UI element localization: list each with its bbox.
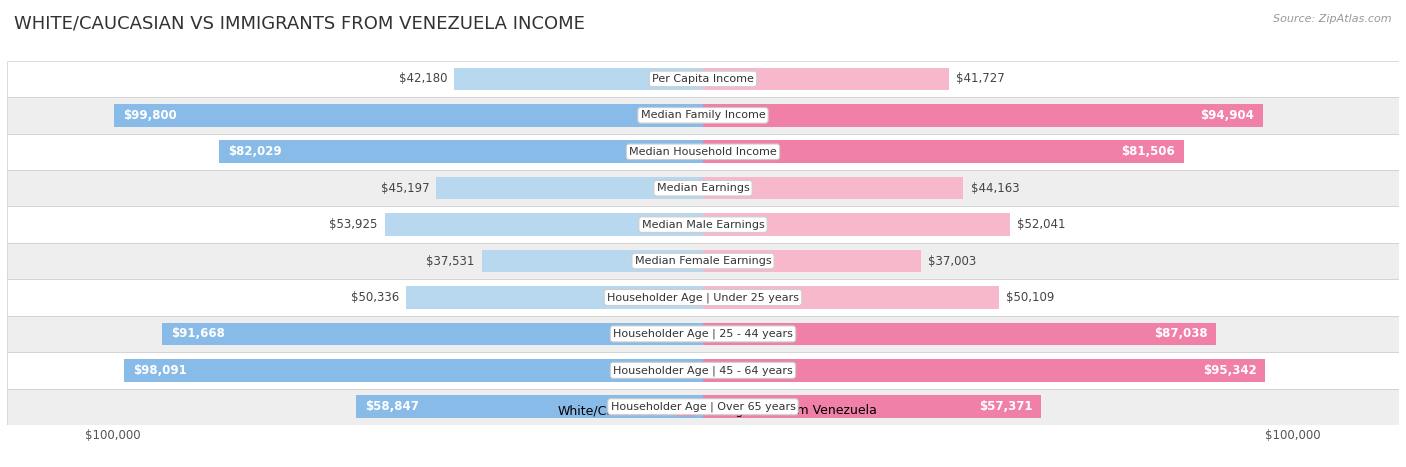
Text: $42,180: $42,180 xyxy=(399,72,447,85)
Bar xyxy=(703,213,1010,236)
Text: Median Household Income: Median Household Income xyxy=(628,147,778,157)
Bar xyxy=(7,170,1399,206)
Text: Per Capita Income: Per Capita Income xyxy=(652,74,754,84)
Text: Source: ZipAtlas.com: Source: ZipAtlas.com xyxy=(1274,14,1392,24)
Bar xyxy=(406,286,703,309)
Text: $95,342: $95,342 xyxy=(1202,364,1257,377)
Text: WHITE/CAUCASIAN VS IMMIGRANTS FROM VENEZUELA INCOME: WHITE/CAUCASIAN VS IMMIGRANTS FROM VENEZ… xyxy=(14,14,585,32)
Text: Median Family Income: Median Family Income xyxy=(641,110,765,120)
Text: $50,336: $50,336 xyxy=(350,291,399,304)
Text: $99,800: $99,800 xyxy=(124,109,177,122)
Bar xyxy=(703,323,1216,345)
Bar xyxy=(7,243,1399,279)
Text: Householder Age | 25 - 44 years: Householder Age | 25 - 44 years xyxy=(613,329,793,339)
Bar xyxy=(7,279,1399,316)
Bar xyxy=(703,68,949,90)
Bar xyxy=(703,286,998,309)
Bar xyxy=(436,177,703,199)
Legend: White/Caucasian, Immigrants from Venezuela: White/Caucasian, Immigrants from Venezue… xyxy=(524,399,882,422)
Text: $91,668: $91,668 xyxy=(172,327,225,340)
Bar xyxy=(703,396,1042,418)
Bar xyxy=(385,213,703,236)
Text: $37,003: $37,003 xyxy=(928,255,977,268)
Bar xyxy=(7,61,1399,97)
Text: $81,506: $81,506 xyxy=(1121,145,1175,158)
Text: Median Earnings: Median Earnings xyxy=(657,183,749,193)
Bar xyxy=(703,359,1265,382)
Bar xyxy=(356,396,703,418)
Bar xyxy=(219,141,703,163)
Text: $98,091: $98,091 xyxy=(134,364,187,377)
Bar xyxy=(454,68,703,90)
Text: $44,163: $44,163 xyxy=(970,182,1019,195)
Text: $53,925: $53,925 xyxy=(329,218,378,231)
Bar xyxy=(703,177,963,199)
Text: $87,038: $87,038 xyxy=(1154,327,1208,340)
Bar xyxy=(7,134,1399,170)
Text: Median Male Earnings: Median Male Earnings xyxy=(641,219,765,230)
Bar xyxy=(7,316,1399,352)
Text: Householder Age | Under 25 years: Householder Age | Under 25 years xyxy=(607,292,799,303)
Bar xyxy=(125,359,703,382)
Bar xyxy=(482,250,703,272)
Bar xyxy=(703,250,921,272)
Text: $41,727: $41,727 xyxy=(956,72,1005,85)
Bar xyxy=(114,104,703,127)
Text: $82,029: $82,029 xyxy=(228,145,281,158)
Bar xyxy=(162,323,703,345)
Text: $52,041: $52,041 xyxy=(1017,218,1066,231)
Text: $45,197: $45,197 xyxy=(381,182,429,195)
Bar xyxy=(7,97,1399,134)
Text: $94,904: $94,904 xyxy=(1201,109,1254,122)
Bar xyxy=(7,352,1399,389)
Bar xyxy=(7,206,1399,243)
Bar xyxy=(703,141,1184,163)
Bar xyxy=(703,104,1263,127)
Text: Householder Age | Over 65 years: Householder Age | Over 65 years xyxy=(610,402,796,412)
Text: Householder Age | 45 - 64 years: Householder Age | 45 - 64 years xyxy=(613,365,793,375)
Text: $37,531: $37,531 xyxy=(426,255,475,268)
Text: $58,847: $58,847 xyxy=(364,400,419,413)
Text: $50,109: $50,109 xyxy=(1005,291,1054,304)
Text: Median Female Earnings: Median Female Earnings xyxy=(634,256,772,266)
Bar xyxy=(7,389,1399,425)
Text: $57,371: $57,371 xyxy=(979,400,1032,413)
